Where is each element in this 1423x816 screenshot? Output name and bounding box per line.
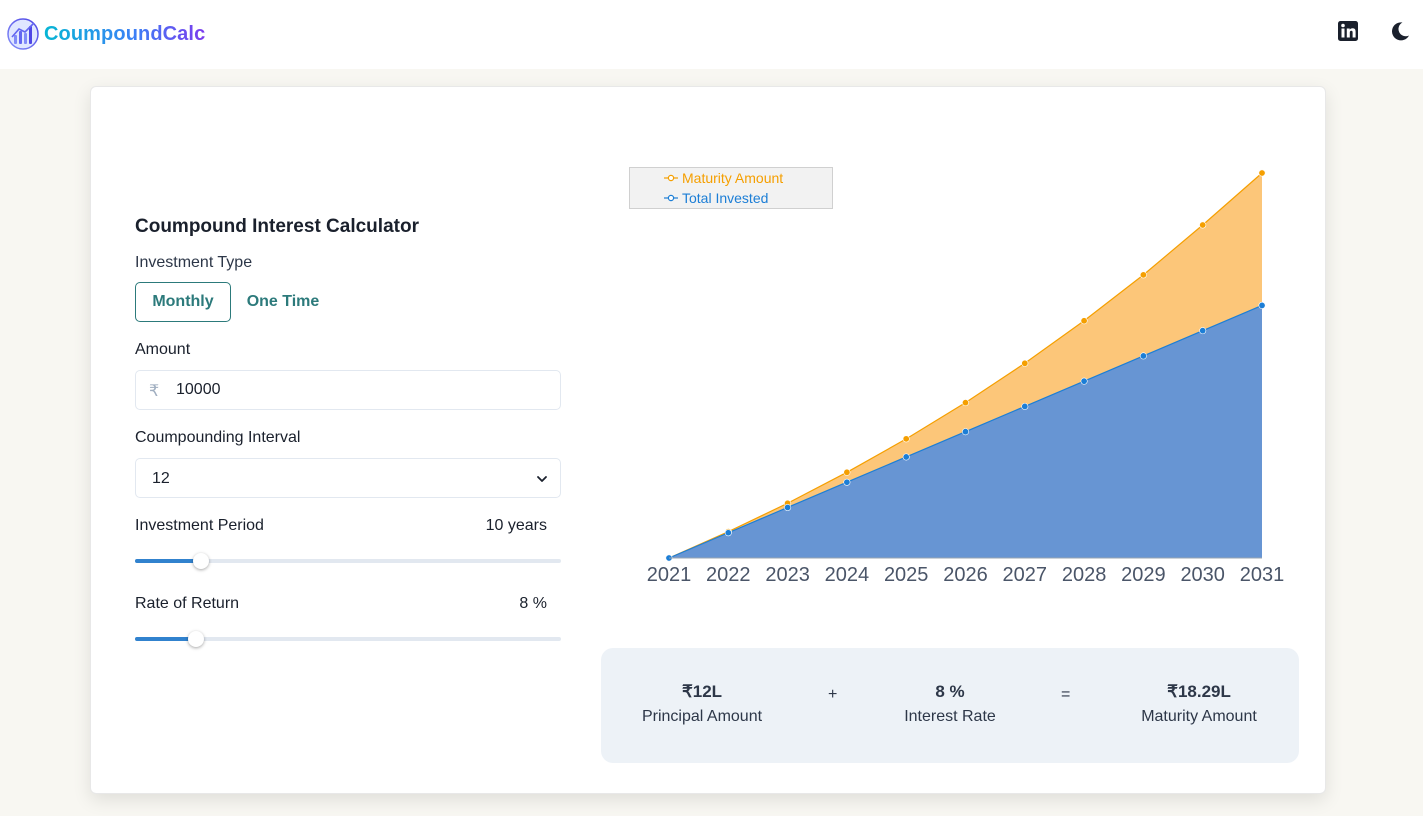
equals-sign: = bbox=[1061, 686, 1071, 703]
moon-icon[interactable] bbox=[1389, 20, 1411, 42]
x-tick-label: 2030 bbox=[1180, 564, 1225, 586]
slider-fill bbox=[135, 637, 196, 641]
monthly-button[interactable]: Monthly bbox=[135, 282, 231, 322]
legend-item-maturity[interactable]: Maturity Amount bbox=[664, 170, 783, 186]
x-tick-label: 2028 bbox=[1062, 564, 1107, 586]
legend-marker-icon bbox=[664, 194, 678, 202]
chevron-down-icon bbox=[537, 476, 547, 482]
rate-of-return-slider[interactable] bbox=[135, 631, 561, 647]
data-point-invested bbox=[784, 503, 792, 511]
compounding-interval-label: Coumpounding Interval bbox=[135, 429, 301, 446]
brand[interactable]: CoumpoundCalc bbox=[6, 17, 205, 51]
investment-type-label: Investment Type bbox=[135, 254, 253, 271]
compounding-interval-value: 12 bbox=[152, 470, 170, 487]
rupee-icon: ₹ bbox=[149, 383, 160, 400]
interest-rate-label: Interest Rate bbox=[904, 708, 996, 725]
slider-thumb[interactable] bbox=[193, 553, 210, 569]
data-point-invested bbox=[961, 428, 969, 436]
calculator-title: Coumpound Interest Calculator bbox=[135, 216, 419, 237]
brand-name: CoumpoundCalc bbox=[44, 22, 206, 45]
data-point-maturity bbox=[961, 399, 969, 407]
data-point-maturity bbox=[1139, 271, 1147, 279]
calculator-card: Coumpound Interest Calculator Investment… bbox=[90, 86, 1326, 794]
summary-principal: ₹12L Principal Amount bbox=[631, 682, 773, 726]
data-point-maturity bbox=[1258, 169, 1266, 177]
summary-maturity: ₹18.29L Maturity Amount bbox=[1129, 682, 1269, 726]
bar-chart-logo-icon bbox=[7, 18, 39, 50]
x-tick-label: 2021 bbox=[647, 564, 692, 586]
x-tick-label: 2031 bbox=[1240, 564, 1285, 586]
data-point-invested bbox=[1258, 301, 1266, 309]
data-point-maturity bbox=[1021, 359, 1029, 367]
investment-period-slider[interactable] bbox=[135, 553, 561, 569]
x-tick-label: 2023 bbox=[765, 564, 810, 586]
chart-legend: Maturity Amount Total Invested bbox=[629, 167, 833, 209]
growth-area-chart: 2021 2022 2023 2024 2025 2026 2027 2028 2029 2030… bbox=[647, 169, 1285, 586]
maturity-label: Maturity Amount bbox=[1141, 708, 1257, 725]
x-tick-label: 2027 bbox=[1003, 564, 1048, 586]
slider-thumb[interactable] bbox=[187, 631, 204, 647]
rate-of-return-value: 8 % bbox=[519, 595, 547, 612]
x-tick-label: 2029 bbox=[1121, 564, 1166, 586]
investment-period-value: 10 years bbox=[485, 517, 547, 534]
data-point-invested bbox=[1080, 377, 1088, 385]
maturity-value: ₹18.29L bbox=[1167, 682, 1231, 701]
principal-value: ₹12L bbox=[681, 682, 723, 701]
x-tick-label: 2026 bbox=[943, 564, 988, 586]
legend-marker-icon bbox=[664, 174, 678, 182]
data-point-invested bbox=[843, 478, 851, 486]
one-time-button[interactable]: One Time bbox=[243, 282, 323, 322]
plus-sign: + bbox=[828, 686, 838, 703]
linkedin-icon[interactable] bbox=[1337, 20, 1359, 42]
investment-period-label: Investment Period bbox=[135, 517, 264, 534]
data-point-invested bbox=[724, 529, 732, 537]
rate-of-return-label: Rate of Return bbox=[135, 595, 240, 612]
slider-fill bbox=[135, 559, 202, 563]
top-navbar: CoumpoundCalc bbox=[0, 0, 1423, 69]
data-point-maturity bbox=[843, 468, 851, 476]
amount-input[interactable]: ₹ 10000 bbox=[135, 370, 561, 410]
principal-label: Principal Amount bbox=[641, 708, 763, 725]
amount-value: 10000 bbox=[176, 381, 221, 398]
data-point-invested bbox=[902, 453, 910, 461]
data-point-invested bbox=[1199, 327, 1207, 335]
data-point-invested bbox=[1139, 352, 1147, 360]
data-point-maturity bbox=[1080, 317, 1088, 325]
amount-label: Amount bbox=[135, 341, 191, 358]
legend-label-invested: Total Invested bbox=[682, 190, 769, 206]
legend-label-maturity: Maturity Amount bbox=[682, 170, 784, 186]
data-point-invested bbox=[1021, 402, 1029, 410]
interest-rate-value: 8 % bbox=[935, 682, 965, 701]
x-tick-label: 2024 bbox=[825, 564, 870, 586]
compounding-interval-select[interactable]: 12 bbox=[135, 458, 561, 498]
legend-item-invested[interactable]: Total Invested bbox=[664, 190, 768, 206]
data-point-maturity bbox=[902, 435, 910, 443]
summary-interest-rate: 8 % Interest Rate bbox=[891, 682, 1009, 726]
data-point-maturity bbox=[1199, 221, 1207, 229]
x-tick-label: 2025 bbox=[884, 564, 929, 586]
x-tick-label: 2022 bbox=[706, 564, 751, 586]
summary-panel: ₹12L Principal Amount + 8 % Interest Rat… bbox=[601, 648, 1299, 763]
